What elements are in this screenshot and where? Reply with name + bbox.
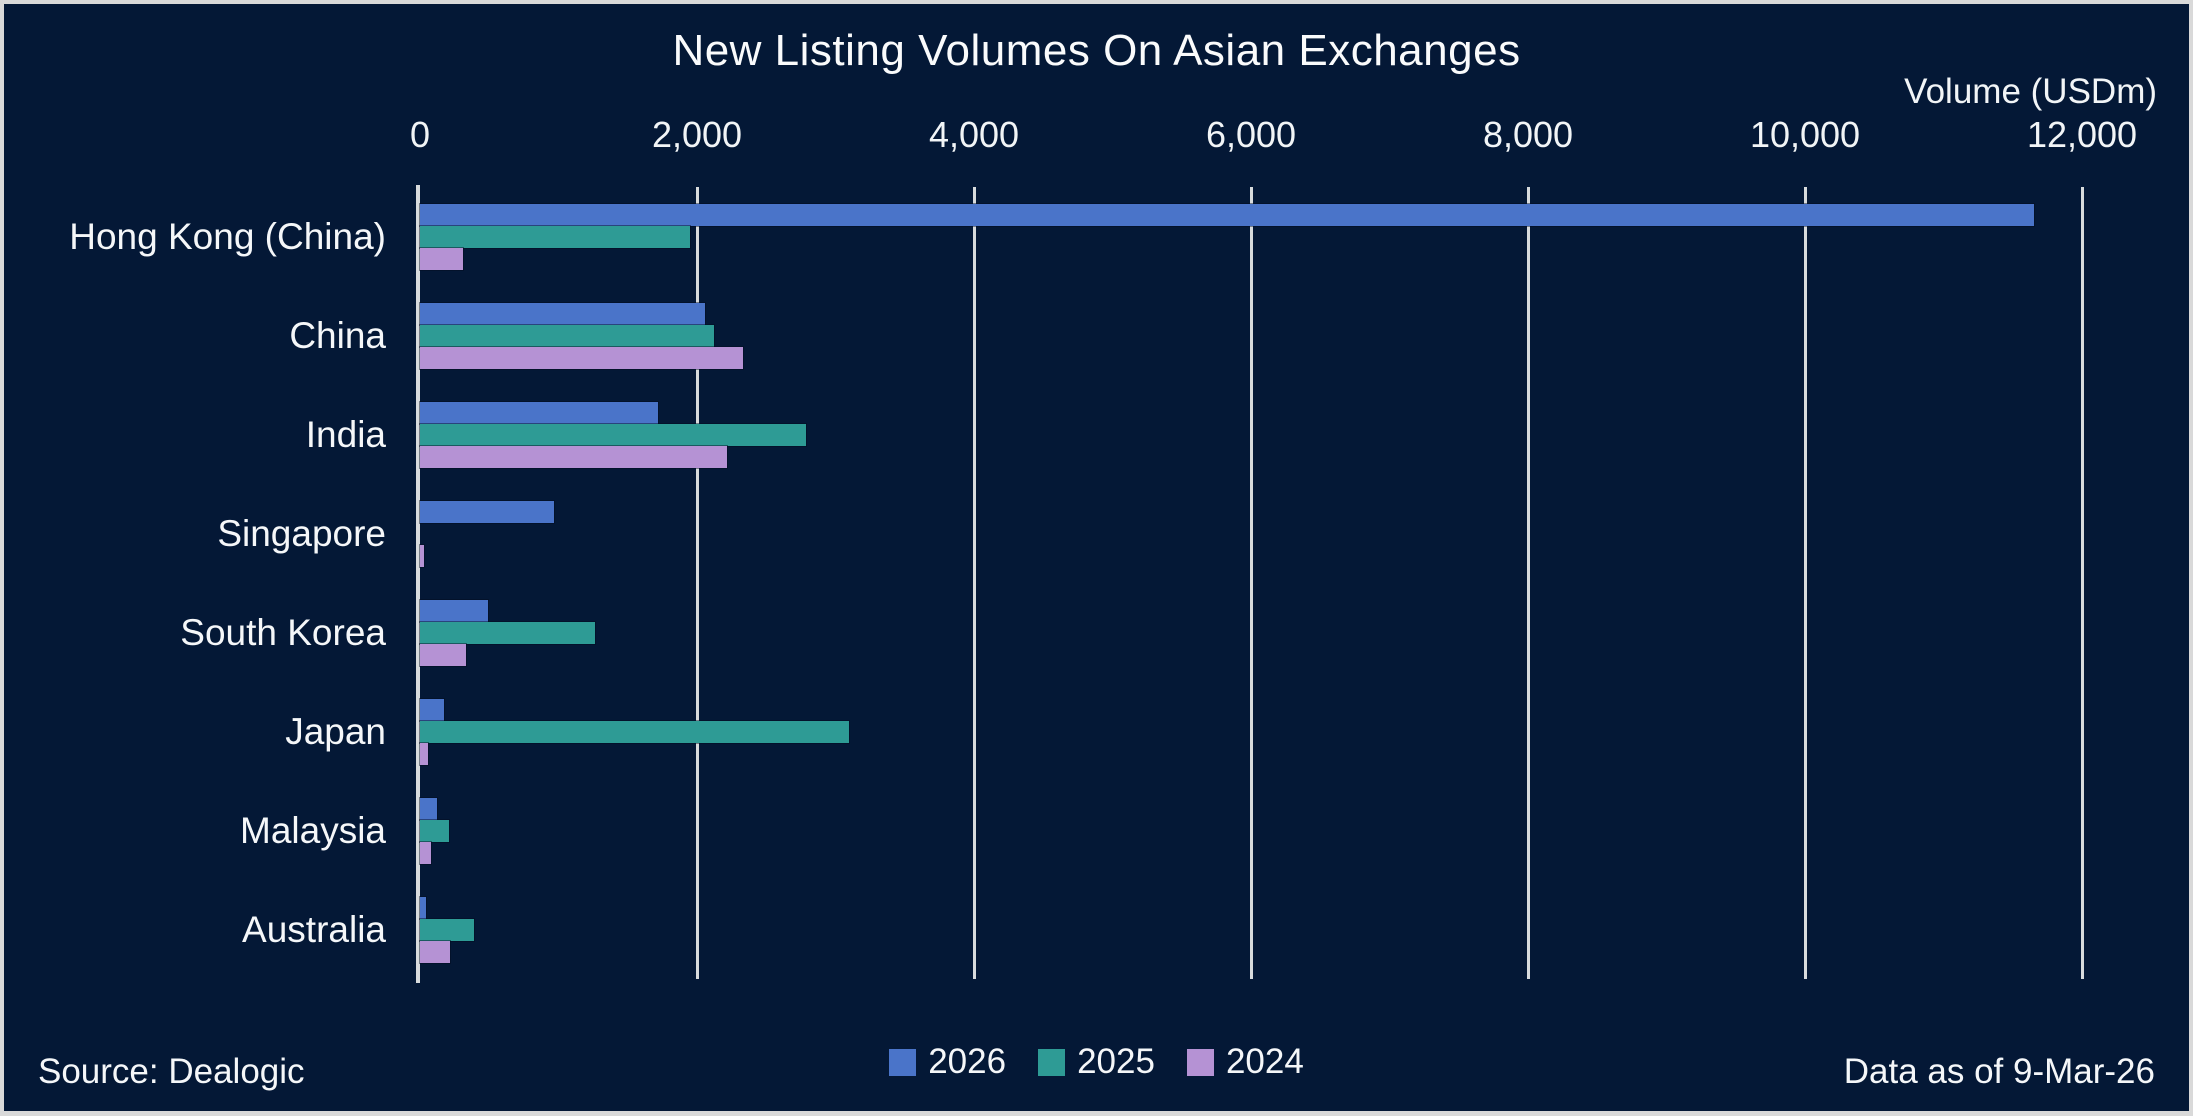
- legend-swatch-2024: [1186, 1048, 1214, 1076]
- legend-swatch-2025: [1038, 1048, 1066, 1076]
- bar-malaysia-2026: [420, 797, 437, 820]
- category-label-china: China: [289, 315, 386, 356]
- category-axis-labels: Hong Kong (China) China India Singapore Sout…: [4, 187, 386, 979]
- bar-hong-kong-china-2026: [420, 203, 2034, 226]
- category-label-japan: Japan: [285, 711, 386, 752]
- legend-item-2024: 2024: [1186, 1042, 1304, 1082]
- legend-item-2026: 2026: [889, 1042, 1006, 1082]
- bar-india-2026: [420, 401, 659, 424]
- bar-australia-2025: [420, 918, 474, 941]
- x-tick-label-10000: 10,000: [1749, 114, 1861, 155]
- legend-label-2026: 2026: [928, 1042, 1007, 1081]
- category-label-hong-kong-china: Hong Kong (China): [69, 216, 386, 257]
- chart-canvas: New Listing Volumes On Asian Exchanges V…: [4, 4, 2189, 1111]
- chart-title: New Listing Volumes On Asian Exchanges: [672, 26, 1521, 75]
- bar-south-korea-2026: [420, 599, 488, 622]
- legend-label-2025: 2025: [1077, 1042, 1155, 1081]
- bar-south-korea-2024: [420, 643, 466, 666]
- bar-south-korea-2025: [420, 621, 595, 644]
- gridline-2000: [695, 187, 699, 979]
- baseline-axis-line: [416, 185, 420, 983]
- x-tick-label-12000: 12,000: [2026, 114, 2138, 155]
- x-tick-label-8000: 8,000: [1482, 114, 1574, 155]
- gridline-6000: [1249, 187, 1253, 979]
- legend-swatch-2026: [889, 1048, 917, 1076]
- legend: 2026 2025 2024: [4, 1042, 2189, 1082]
- x-tick-label-4000: 4,000: [928, 114, 1020, 155]
- bar-china-2026: [420, 302, 706, 325]
- category-label-singapore: Singapore: [217, 513, 386, 554]
- category-label-australia: Australia: [242, 909, 386, 950]
- bar-singapore-2026: [420, 500, 555, 523]
- category-label-india: India: [305, 414, 386, 455]
- x-tick-label-0: 0: [409, 114, 431, 155]
- bar-china-2024: [420, 346, 743, 369]
- bar-japan-2025: [420, 720, 850, 743]
- bar-australia-2026: [420, 896, 426, 919]
- source-note: Source: Dealogic: [38, 1052, 305, 1091]
- gridline-8000: [1526, 187, 1530, 979]
- as-of-note: Data as of 9-Mar-26: [1843, 1052, 2155, 1091]
- category-label-malaysia: Malaysia: [240, 810, 386, 851]
- bar-australia-2024: [420, 940, 451, 963]
- bar-malaysia-2025: [420, 819, 450, 842]
- gridline-10000: [1803, 187, 1807, 979]
- bar-singapore-2024: [420, 544, 425, 567]
- x-tick-label-6000: 6,000: [1205, 114, 1297, 155]
- x-axis-title: Volume (USDm): [1904, 72, 2157, 111]
- bar-hong-kong-china-2024: [420, 247, 463, 270]
- x-tick-label-2000: 2,000: [651, 114, 743, 155]
- legend-label-2024: 2024: [1225, 1042, 1304, 1081]
- bar-japan-2024: [420, 742, 429, 765]
- gridline-4000: [972, 187, 976, 979]
- bar-hong-kong-china-2025: [420, 225, 691, 248]
- legend-item-2025: 2025: [1038, 1042, 1155, 1082]
- bar-india-2025: [420, 423, 807, 446]
- bar-china-2025: [420, 324, 714, 347]
- bar-malaysia-2024: [420, 841, 432, 864]
- gridline-12000: [2080, 187, 2084, 979]
- bar-japan-2026: [420, 698, 444, 721]
- plot-area: 0 2,000 4,000 6,000 8,000 10,000 12,000: [410, 114, 2137, 983]
- category-label-south-korea: South Korea: [180, 612, 386, 653]
- bar-india-2024: [420, 445, 728, 468]
